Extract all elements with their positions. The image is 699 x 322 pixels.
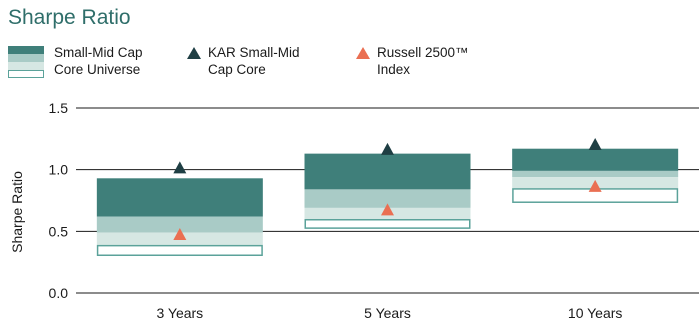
y-tick-label: 0.5 xyxy=(49,223,69,239)
legend-universe-label: Small-Mid Cap Core Universe xyxy=(54,45,143,77)
y-tick-label: 1.0 xyxy=(49,162,69,178)
quartile-2-bar xyxy=(96,216,263,233)
quartile-4-bar xyxy=(96,244,263,256)
quartile-2-bar xyxy=(304,189,471,208)
kar-marker xyxy=(173,161,187,174)
legend-russell: Russell 2500™ Index xyxy=(355,44,495,78)
x-tick-label: 5 Years xyxy=(364,305,411,321)
legend-russell-marker xyxy=(356,47,370,59)
legend-russell-label: Russell 2500™ Index xyxy=(377,45,469,77)
legend-universe-swatch xyxy=(8,46,44,78)
kar-marker xyxy=(381,142,394,155)
russell-marker xyxy=(173,228,187,241)
russell-marker xyxy=(381,203,394,216)
kar-marker xyxy=(588,138,602,150)
quartile-1-bar xyxy=(512,148,679,171)
legend: Small-Mid Cap Core Universe KAR Small-Mi… xyxy=(8,44,568,84)
legend-kar: KAR Small-Mid Cap Core xyxy=(186,44,336,78)
quartile-4-bar xyxy=(304,219,471,229)
russell-marker xyxy=(588,179,602,192)
y-tick-label: 1.5 xyxy=(49,100,69,116)
chart-title: Sharpe Ratio xyxy=(8,6,131,29)
x-tick-label: 10 Years xyxy=(568,305,623,321)
legend-kar-marker xyxy=(187,47,201,59)
legend-kar-label: KAR Small-Mid Cap Core xyxy=(208,45,300,77)
y-axis-label: Sharpe Ratio xyxy=(9,171,25,253)
legend-universe: Small-Mid Cap Core Universe xyxy=(8,44,188,78)
y-tick-label: 0.0 xyxy=(49,285,69,301)
quartile-1-bar xyxy=(96,178,263,217)
quartile-2-bar xyxy=(512,170,679,178)
x-tick-label: 3 Years xyxy=(156,305,203,321)
quartile-1-bar xyxy=(304,153,471,190)
